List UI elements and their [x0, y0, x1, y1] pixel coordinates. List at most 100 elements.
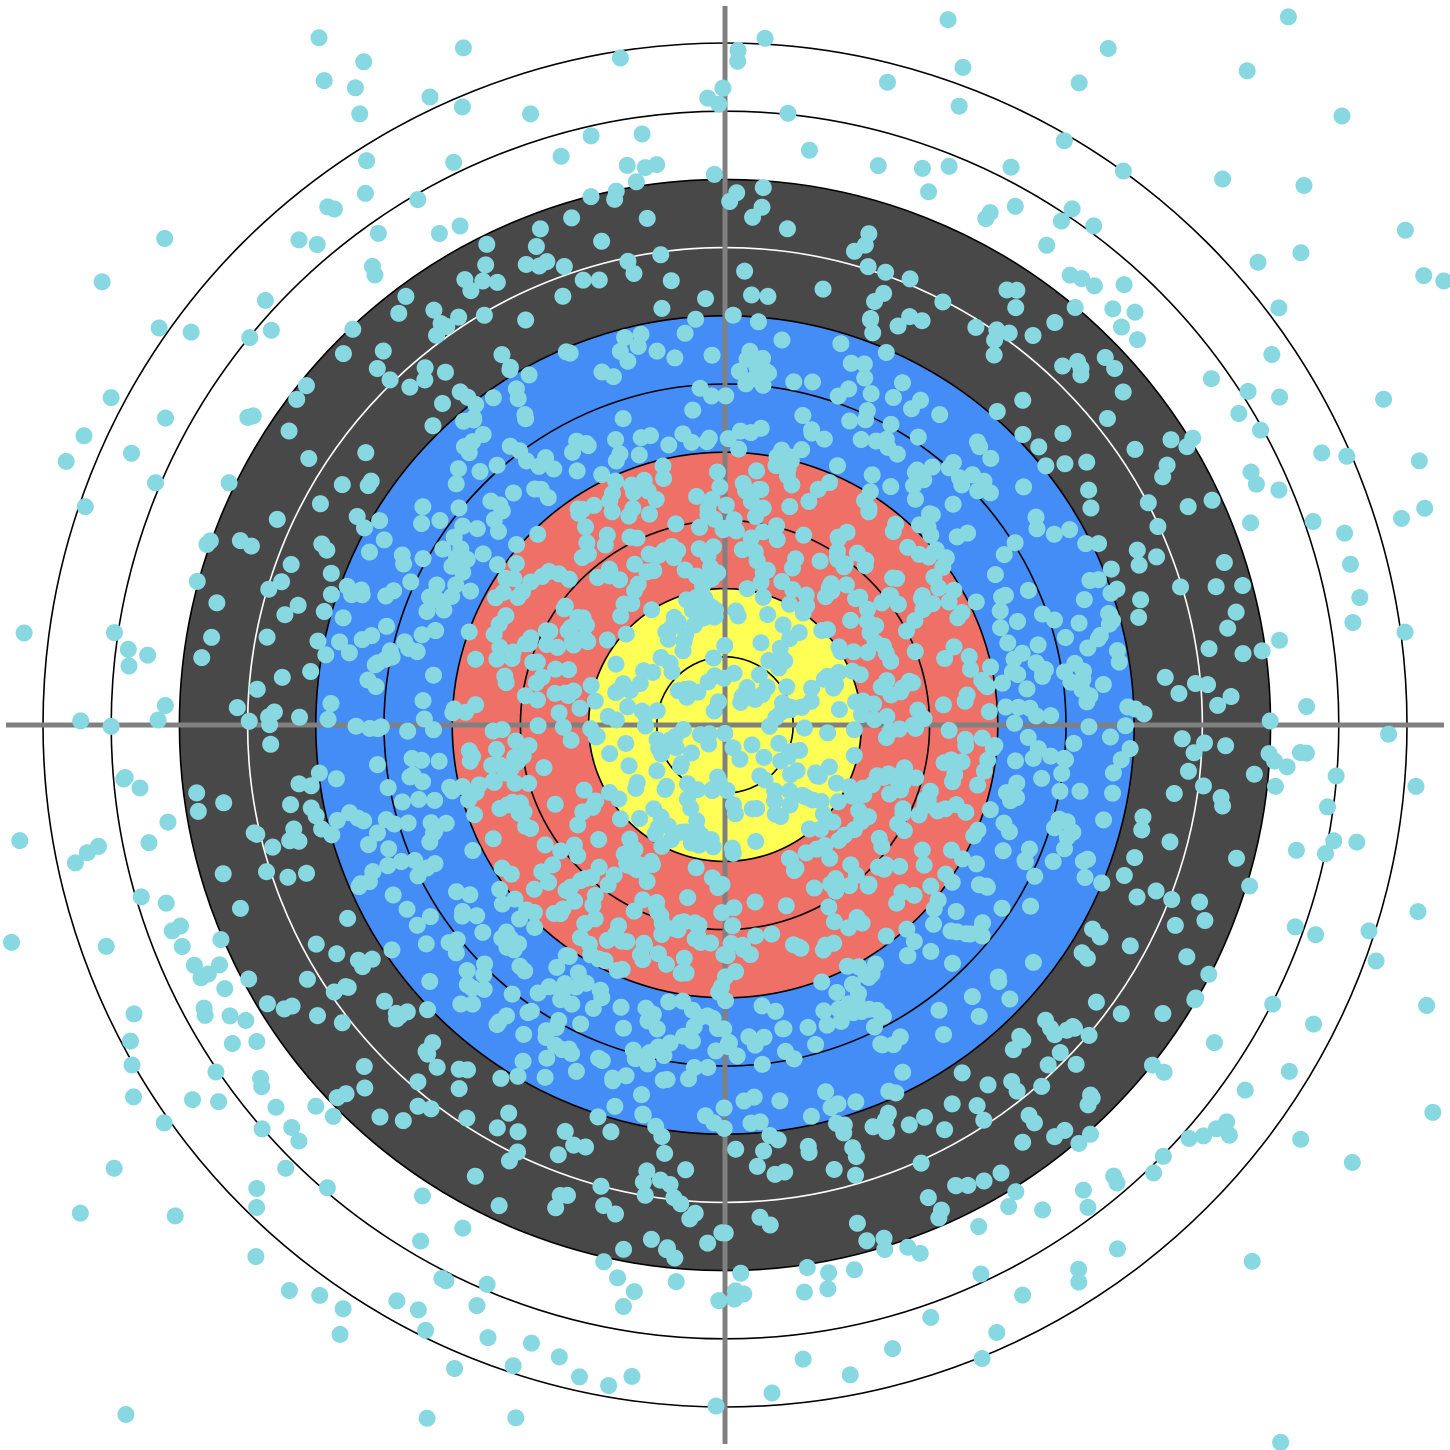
- scatter-point: [163, 922, 181, 940]
- scatter-point: [625, 902, 643, 920]
- scatter-point: [584, 798, 602, 816]
- scatter-point: [508, 536, 526, 554]
- scatter-point: [1021, 699, 1039, 717]
- scatter-point: [123, 1056, 141, 1074]
- scatter-point: [1407, 777, 1425, 795]
- scatter-point: [569, 500, 587, 518]
- scatter-point: [468, 1297, 486, 1315]
- scatter-point: [398, 1003, 416, 1021]
- scatter-point: [867, 432, 885, 450]
- scatter-point: [922, 1308, 940, 1326]
- scatter-point: [703, 491, 721, 509]
- scatter-point: [794, 1350, 812, 1368]
- scatter-point: [522, 820, 540, 838]
- scatter-point: [334, 609, 352, 627]
- scatter-point: [392, 853, 410, 871]
- scatter-point: [655, 469, 673, 487]
- scatter-point: [1033, 769, 1051, 787]
- scatter-point: [751, 1113, 769, 1131]
- scatter-point: [432, 315, 450, 333]
- scatter-point: [1239, 382, 1257, 400]
- scatter-point: [936, 800, 954, 818]
- scatter-point: [717, 496, 735, 514]
- scatter-point: [212, 931, 230, 949]
- scatter-point: [944, 954, 962, 972]
- scatter-point: [277, 1159, 295, 1177]
- scatter-point: [1042, 707, 1060, 725]
- scatter-point: [311, 495, 329, 513]
- scatter-point: [1094, 675, 1112, 693]
- scatter-point: [317, 646, 335, 664]
- scatter-point: [1238, 62, 1256, 80]
- scatter-point: [1104, 784, 1122, 802]
- scatter-point: [417, 935, 435, 953]
- scatter-point: [851, 666, 869, 684]
- scatter-point: [538, 1049, 556, 1067]
- scatter-point: [1139, 494, 1157, 512]
- scatter-point: [761, 717, 779, 735]
- scatter-point: [679, 889, 697, 907]
- scatter-point: [781, 782, 799, 800]
- scatter-point: [997, 698, 1015, 716]
- scatter-point: [215, 794, 233, 812]
- scatter-point: [995, 546, 1013, 564]
- scatter-point: [980, 703, 998, 721]
- scatter-point: [1272, 1433, 1290, 1450]
- scatter-point: [1196, 912, 1214, 929]
- scatter-point: [814, 941, 832, 959]
- scatter-point: [690, 540, 708, 558]
- scatter-point: [812, 820, 830, 838]
- scatter-point: [258, 863, 276, 881]
- scatter-point: [817, 1083, 835, 1101]
- scatter-point: [877, 263, 895, 281]
- scatter-point: [349, 951, 367, 969]
- scatter-point: [1344, 614, 1362, 632]
- scatter-point: [1219, 619, 1237, 637]
- scatter-point: [618, 156, 636, 174]
- scatter-point: [793, 786, 811, 804]
- scatter-point: [1278, 758, 1296, 776]
- scatter-point: [454, 39, 472, 57]
- scatter-point: [852, 431, 870, 449]
- scatter-point: [620, 757, 638, 775]
- scatter-point: [273, 573, 291, 591]
- scatter-point: [1020, 1106, 1038, 1124]
- scatter-point: [1424, 1103, 1442, 1121]
- scatter-point: [1006, 534, 1024, 552]
- scatter-point: [1113, 318, 1130, 336]
- scatter-point: [467, 396, 485, 414]
- scatter-point: [513, 583, 531, 601]
- scatter-point: [934, 293, 952, 311]
- scatter-point: [516, 406, 534, 424]
- scatter-point: [493, 895, 511, 913]
- scatter-point: [1101, 728, 1119, 746]
- scatter-point: [618, 933, 636, 951]
- scatter-point: [220, 474, 238, 492]
- scatter-point: [778, 678, 796, 696]
- scatter-point: [725, 664, 743, 682]
- scatter-point: [609, 1269, 627, 1287]
- scatter-point: [240, 712, 258, 730]
- scatter-point: [1024, 327, 1042, 344]
- scatter-point: [666, 1249, 684, 1267]
- scatter-point: [1095, 811, 1113, 829]
- scatter-point: [819, 1280, 837, 1298]
- scatter-point: [993, 674, 1011, 692]
- scatter-point: [11, 832, 29, 850]
- scatter-point: [856, 369, 874, 387]
- scatter-point: [1014, 425, 1032, 443]
- scatter-point: [498, 923, 515, 941]
- scatter-point: [1298, 697, 1316, 715]
- scatter-point: [593, 989, 611, 1007]
- scatter-point: [447, 549, 465, 567]
- scatter-point: [201, 532, 219, 550]
- scatter-point: [882, 478, 900, 496]
- scatter-point: [687, 310, 705, 328]
- scatter-point: [829, 793, 847, 811]
- scatter-point: [898, 946, 916, 964]
- scatter-point: [860, 968, 878, 986]
- scatter-point: [491, 800, 509, 818]
- scatter-point: [231, 532, 249, 550]
- scatter-point: [1079, 1198, 1097, 1216]
- scatter-point: [364, 863, 382, 881]
